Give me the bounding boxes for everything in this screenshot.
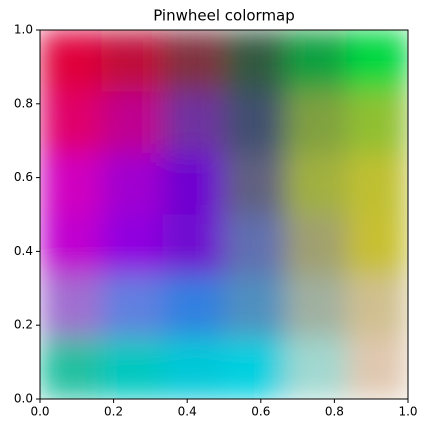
cell [101, 91, 164, 154]
x-tick-label: 0.2 [104, 405, 123, 419]
cell [285, 30, 348, 92]
cell [162, 214, 225, 277]
y-tick-label: 1.0 [14, 23, 33, 37]
plot-frame [39, 29, 409, 400]
x-tick-label: 1.0 [398, 405, 417, 419]
cell [224, 91, 286, 154]
cell [40, 337, 102, 399]
cell [101, 337, 164, 399]
cell [224, 276, 286, 338]
cell [40, 91, 102, 154]
cell [285, 153, 348, 215]
cell [346, 337, 408, 399]
cell [101, 30, 164, 92]
cell [346, 276, 408, 338]
cell [224, 153, 286, 215]
image-cells [40, 30, 408, 399]
y-tick-label: 0.6 [14, 170, 33, 184]
cell [346, 153, 408, 215]
x-tick-label: 0.4 [178, 405, 197, 419]
image [40, 30, 408, 399]
cell [40, 276, 102, 338]
cell [162, 91, 225, 154]
x-tick-label: 0.8 [325, 405, 344, 419]
y-tick-label: 0.8 [14, 96, 33, 110]
cell [101, 276, 164, 338]
cell [224, 214, 286, 277]
y-tick-label: 0.4 [14, 244, 33, 258]
cell [285, 91, 348, 154]
y-tick-label: 0.0 [14, 392, 33, 406]
cell [162, 276, 225, 338]
cell [224, 337, 286, 399]
cell [224, 30, 286, 92]
cell [285, 214, 348, 277]
cell [162, 30, 225, 92]
cell [40, 153, 102, 215]
cell [346, 30, 408, 92]
cell [346, 91, 408, 154]
cell [285, 337, 348, 399]
cell [162, 337, 225, 399]
cell [40, 214, 102, 277]
x-tick-label: 0.0 [30, 405, 49, 419]
chart-title: Pinwheel colormap [153, 7, 295, 25]
cell [40, 30, 102, 92]
cell [101, 214, 164, 277]
x-tick-label: 0.6 [251, 405, 270, 419]
y-tick-label: 0.2 [14, 318, 33, 332]
cell [101, 153, 164, 215]
cell [285, 276, 348, 338]
cell [346, 214, 408, 277]
cell [162, 153, 225, 215]
